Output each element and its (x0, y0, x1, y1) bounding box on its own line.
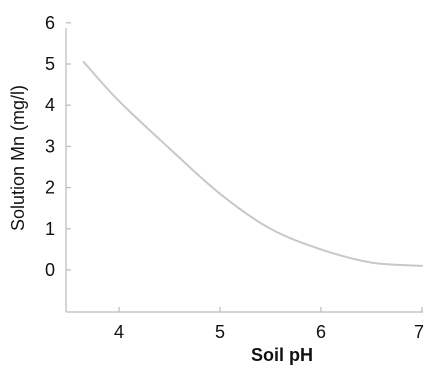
x-tick-label: 5 (215, 322, 225, 342)
y-ticks: 0 1 2 3 4 5 6 (45, 13, 71, 280)
x-tick-label: 7 (414, 322, 424, 342)
series-line-mn (82, 60, 423, 267)
y-tick-label: 0 (45, 260, 55, 280)
y-tick-label: 3 (45, 136, 55, 156)
y-tick-label: 1 (45, 219, 55, 239)
y-tick-label: 5 (45, 54, 55, 74)
y-axis-title: Solution Mn (mg/l) (8, 85, 28, 231)
x-tick-label: 6 (316, 322, 326, 342)
x-tick-label: 4 (114, 322, 124, 342)
y-tick-label: 4 (45, 95, 55, 115)
y-tick-label: 2 (45, 178, 55, 198)
x-axis-title: Soil pH (251, 345, 313, 365)
x-ticks: 4 5 6 7 (114, 307, 424, 342)
y-tick-label: 6 (45, 13, 55, 33)
